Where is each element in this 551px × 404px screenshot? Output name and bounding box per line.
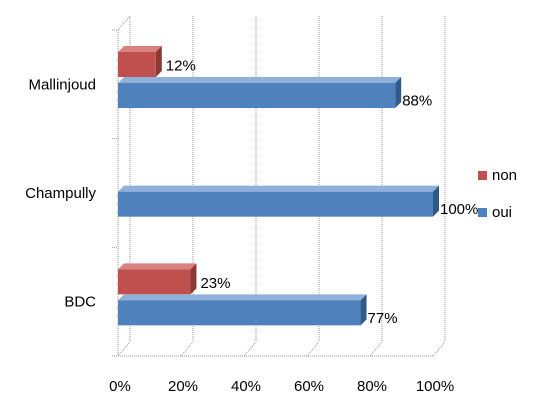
category-label: BDC	[64, 294, 96, 311]
bar-oui-top-face	[118, 185, 439, 192]
bar-non-top-face	[118, 263, 197, 270]
floor-gridline	[432, 341, 446, 357]
bar-oui-top-face	[118, 294, 367, 301]
x-tick-label: 20%	[168, 378, 198, 395]
floor-gridline	[180, 341, 194, 357]
bar-non	[118, 269, 191, 295]
category-label: Mallinjoud	[28, 76, 96, 93]
bar-oui-side-face	[360, 294, 367, 326]
bar-non-top-face	[118, 46, 162, 52]
floor-gridline	[243, 341, 257, 357]
bar-oui	[118, 83, 396, 108]
data-label-non: 23%	[200, 275, 230, 292]
legend-swatch-non	[478, 170, 487, 180]
floor-gridline	[306, 341, 320, 357]
floor-gridline	[117, 341, 131, 357]
floor-gridline	[369, 341, 383, 357]
x-tick-label: 100%	[416, 378, 454, 395]
left-axis-top	[117, 15, 131, 31]
legend-item-oui: oui	[478, 202, 517, 222]
legend-label-oui: oui	[492, 203, 513, 221]
legend: non oui	[478, 165, 517, 239]
bar-oui-top-face	[118, 77, 402, 83]
bar-oui	[118, 191, 433, 217]
x-tick-label: 60%	[294, 378, 324, 395]
x-tick-label: 0%	[109, 378, 131, 395]
bar-oui	[118, 300, 361, 326]
category-label: Champully	[25, 185, 96, 202]
bar-non	[118, 52, 156, 77]
data-label-oui: 77%	[368, 310, 398, 327]
bar-non-side-face	[190, 263, 197, 295]
bar-oui-side-face	[433, 185, 439, 217]
x-tick-label: 80%	[357, 378, 387, 395]
data-label-non: 12%	[166, 58, 196, 75]
legend-label-non: non	[492, 166, 518, 184]
bar-oui-side-face	[395, 77, 402, 108]
legend-item-non: non	[478, 165, 517, 185]
x-tick-label: 40%	[231, 378, 261, 395]
data-label-oui: 88%	[402, 93, 432, 110]
legend-swatch-oui	[478, 207, 487, 217]
data-label-oui: 100%	[440, 201, 478, 218]
bar-non-side-face	[155, 46, 162, 77]
